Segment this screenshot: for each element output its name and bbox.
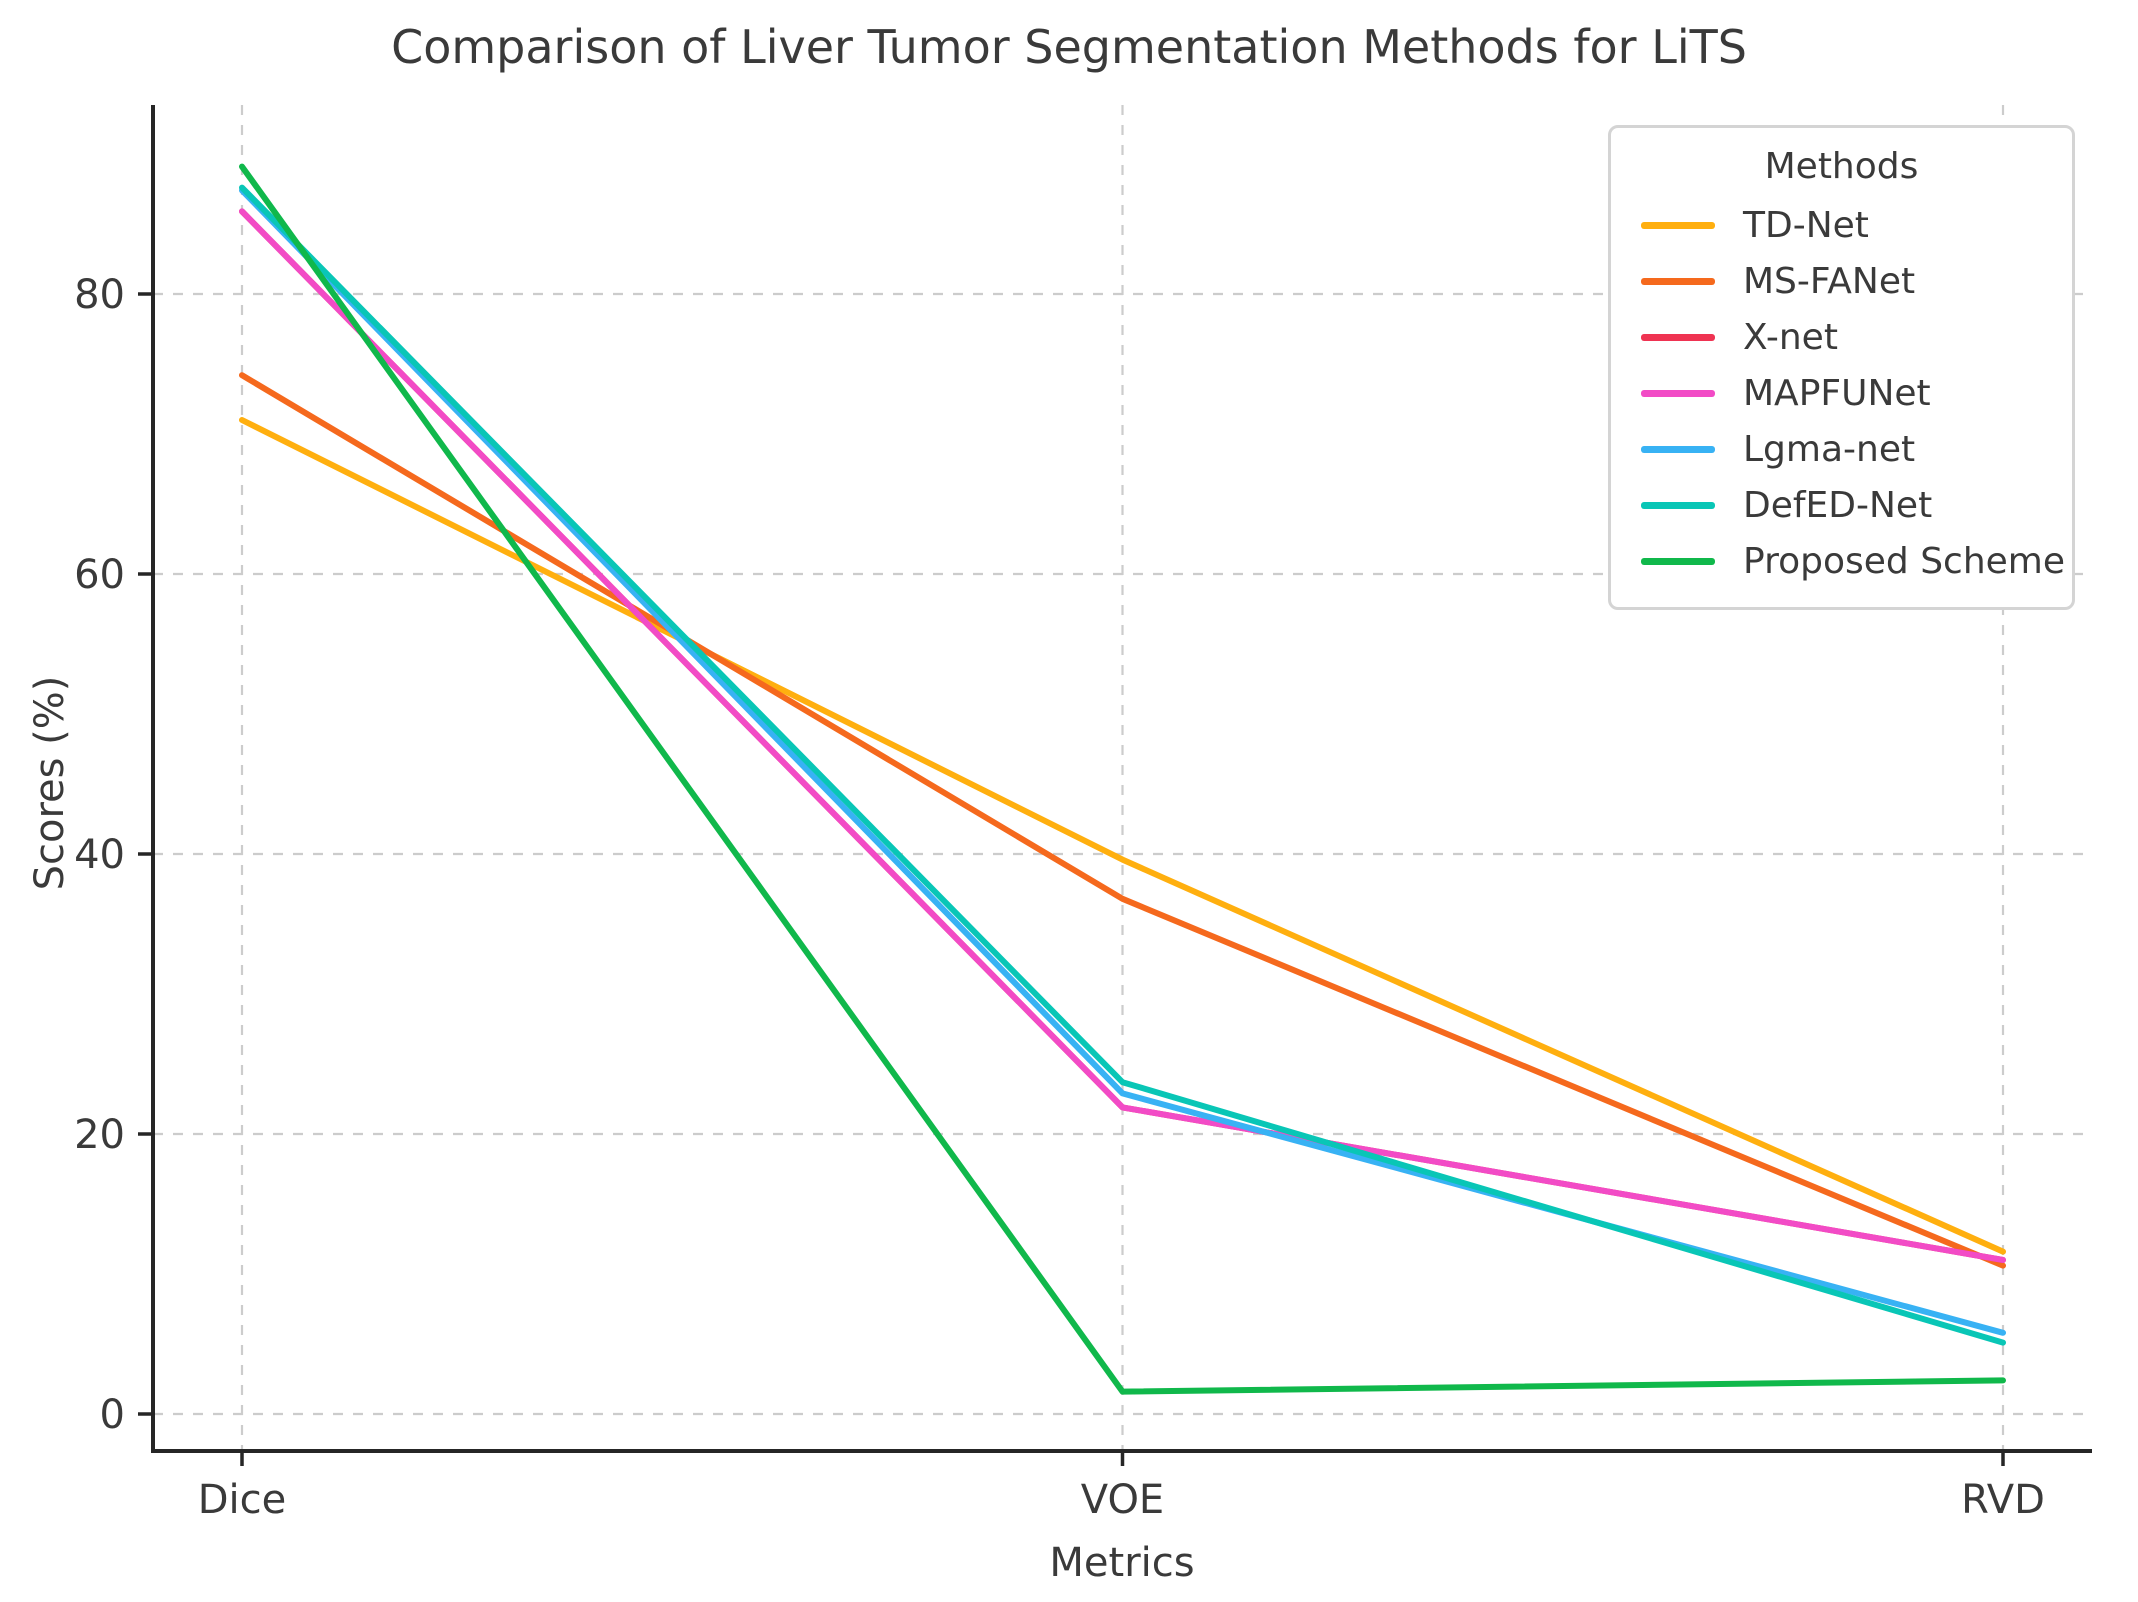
legend-swatch-ms-fanet: [1641, 277, 1715, 285]
legend-swatch-x-net: [1641, 333, 1715, 341]
legend: Methods TD-Net MS-FANet X-net MAPFUNet Lgma-…: [1608, 125, 2075, 610]
legend-label: Proposed Scheme: [1743, 540, 2066, 582]
x-tick-label-dice: Dice: [198, 1477, 287, 1523]
y-tick-label: 60: [74, 552, 125, 598]
y-tick-label: 20: [74, 1112, 125, 1158]
legend-label: X-net: [1743, 316, 1838, 358]
legend-swatch-td-net: [1641, 221, 1715, 229]
legend-item-proposed-scheme: Proposed Scheme: [1629, 533, 2065, 589]
legend-title: Methods: [1764, 146, 1919, 187]
x-tick-label-voe: VOE: [1081, 1477, 1164, 1523]
legend-label: MAPFUNet: [1743, 372, 1931, 414]
legend-item-ms-fanet: MS-FANet: [1629, 253, 2054, 309]
chart-title: Comparison of Liver Tumor Segmentation M…: [391, 20, 1747, 74]
legend-swatch-defed-net: [1641, 501, 1715, 509]
legend-label: Lgma-net: [1743, 428, 1916, 470]
legend-swatch-lgma-net: [1641, 445, 1715, 453]
legend-item-defed-net: DefED-Net: [1629, 477, 2054, 533]
legend-swatch-mapfunet: [1641, 389, 1715, 397]
legend-swatch-proposed-scheme: [1641, 557, 1715, 565]
series-line-td-net: [239, 417, 2006, 1255]
x-tick-label-rvd: RVD: [1961, 1477, 2045, 1523]
legend-label: TD-Net: [1743, 204, 1869, 246]
y-tick-label: 0: [100, 1392, 125, 1438]
legend-item-td-net: TD-Net: [1629, 197, 2054, 253]
legend-label: DefED-Net: [1743, 484, 1933, 526]
legend-item-lgma-net: Lgma-net: [1629, 421, 2054, 477]
series-line-proposed-scheme: [239, 163, 2006, 1395]
x-axis-label: Metrics: [1049, 1540, 1195, 1586]
legend-item-x-net: X-net: [1629, 309, 2054, 365]
series-line-ms-fanet: [239, 372, 2006, 1269]
y-tick-label: 80: [74, 272, 125, 318]
y-tick-label: 40: [74, 832, 125, 878]
legend-item-mapfunet: MAPFUNet: [1629, 365, 2054, 421]
series-line-mapfunet: [239, 208, 2006, 1263]
y-axis-label: Scores (%): [27, 675, 73, 891]
series-line-defed-net: [239, 184, 2006, 1346]
legend-label: MS-FANet: [1743, 260, 1916, 302]
